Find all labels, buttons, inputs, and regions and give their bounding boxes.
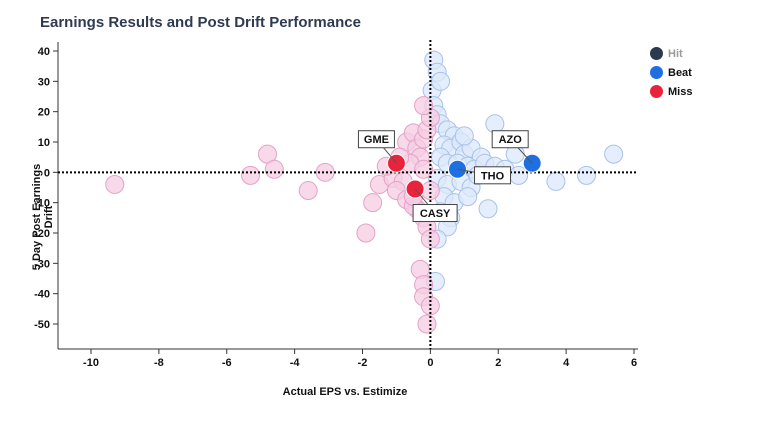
legend-item-miss[interactable]: Miss bbox=[650, 82, 692, 101]
legend-swatch-hit bbox=[650, 47, 663, 60]
y-tick-label: 40 bbox=[38, 46, 50, 58]
highlighted-points bbox=[386, 153, 542, 199]
chart-title: Earnings Results and Post Drift Performa… bbox=[40, 14, 361, 31]
y-tick-label: 20 bbox=[38, 107, 50, 119]
data-point-beat bbox=[546, 171, 566, 191]
data-point-miss bbox=[414, 159, 434, 179]
callout-box bbox=[491, 130, 529, 149]
legend-label-hit: Hit bbox=[668, 47, 683, 60]
x-tick-label: 4 bbox=[563, 357, 570, 369]
data-point-miss bbox=[356, 223, 376, 243]
y-tick-label: 0 bbox=[44, 167, 50, 179]
y-tick-label: -10 bbox=[34, 198, 50, 210]
data-point-miss bbox=[241, 165, 261, 185]
data-point-miss bbox=[105, 174, 125, 194]
legend-label-miss: Miss bbox=[668, 85, 693, 98]
callout-box bbox=[357, 130, 395, 149]
callout-label: GME bbox=[364, 134, 389, 146]
callout-label: AZO bbox=[499, 134, 523, 146]
data-point-beat bbox=[458, 187, 478, 207]
data-point-beat bbox=[576, 165, 596, 185]
data-point-miss bbox=[363, 193, 383, 213]
data-point-miss bbox=[414, 96, 434, 116]
callout-box bbox=[474, 166, 512, 185]
reference-lines bbox=[58, 40, 638, 349]
data-point-beat bbox=[478, 199, 498, 219]
y-tick-label: -40 bbox=[34, 289, 50, 301]
x-tick-label: 0 bbox=[427, 357, 433, 369]
x-axis-label: Actual EPS vs. Estimize bbox=[282, 386, 408, 398]
x-tick-label: -10 bbox=[83, 357, 99, 369]
y-tick-label: -30 bbox=[34, 258, 50, 270]
data-point-beat bbox=[454, 126, 474, 146]
legend-swatch-beat bbox=[650, 66, 663, 79]
y-tick-label: -50 bbox=[34, 319, 50, 331]
x-tick-label: 2 bbox=[495, 357, 501, 369]
legend: Hit Beat Miss bbox=[650, 44, 692, 101]
legend-item-hit[interactable]: Hit bbox=[650, 44, 692, 63]
data-point-miss bbox=[417, 314, 437, 334]
legend-swatch-miss bbox=[650, 85, 663, 98]
x-tick-label: -4 bbox=[290, 357, 301, 369]
x-tick-label: -2 bbox=[358, 357, 368, 369]
x-tick-label: -8 bbox=[154, 357, 164, 369]
legend-label-beat: Beat bbox=[668, 66, 692, 79]
y-tick-label: -20 bbox=[34, 228, 50, 240]
legend-item-beat[interactable]: Beat bbox=[650, 63, 692, 82]
data-point-miss bbox=[264, 159, 284, 179]
x-tick-label: 6 bbox=[631, 357, 637, 369]
data-point-beat bbox=[485, 114, 505, 134]
y-tick-label: 10 bbox=[38, 137, 50, 149]
callout-box bbox=[412, 204, 458, 223]
x-tick-label: -6 bbox=[222, 357, 232, 369]
callout-label: CASY bbox=[420, 208, 451, 220]
data-point-beat bbox=[604, 144, 624, 164]
data-point-miss bbox=[298, 181, 318, 201]
y-tick-label: 30 bbox=[38, 76, 50, 88]
callouts: GME CASY THO AZO bbox=[357, 130, 533, 223]
data-point-beat bbox=[431, 71, 451, 91]
points-light bbox=[105, 50, 624, 334]
callout-label: THO bbox=[481, 170, 505, 182]
